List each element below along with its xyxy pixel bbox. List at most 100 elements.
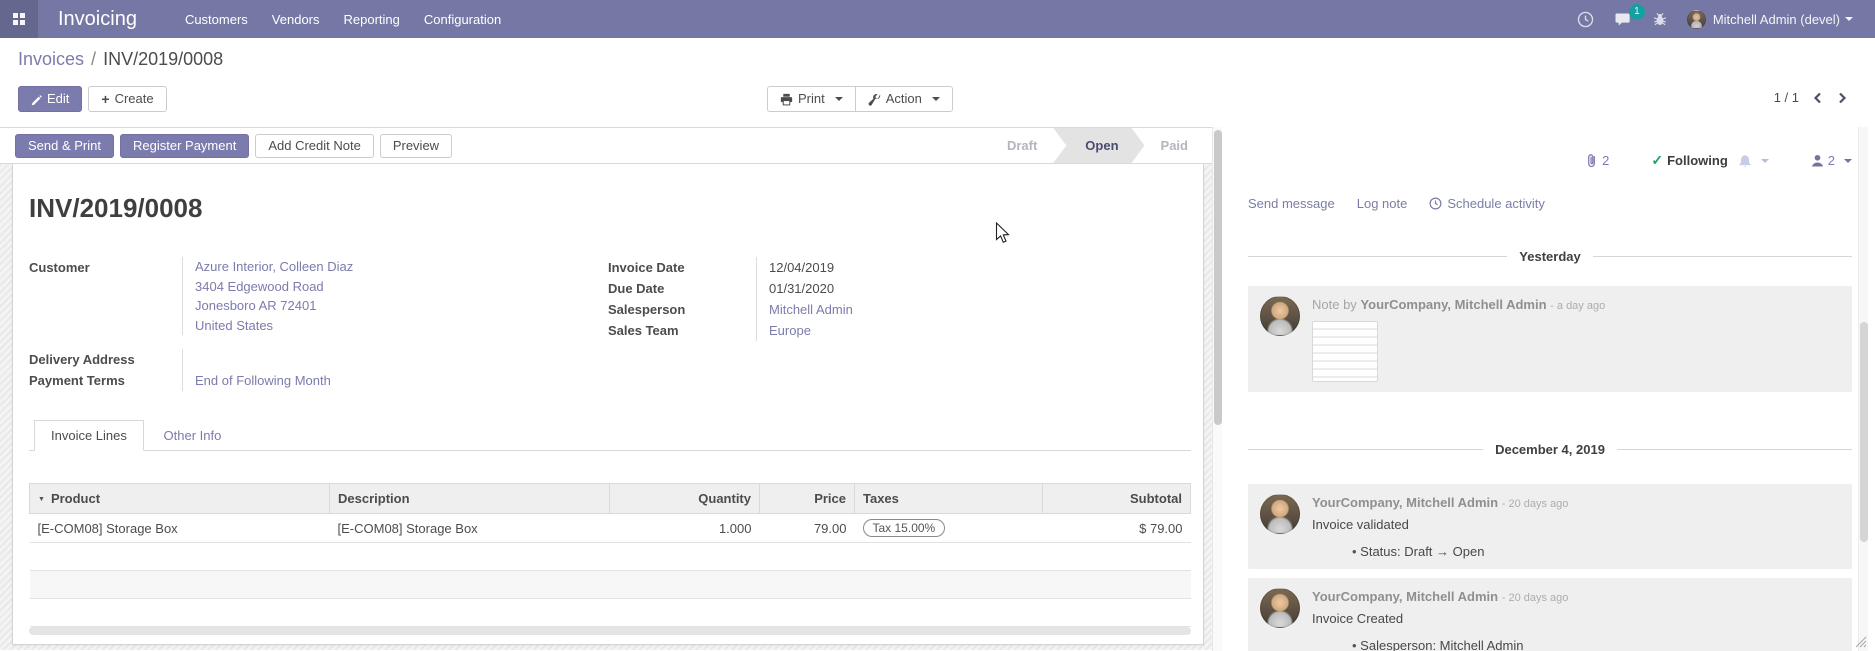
payment-terms-value[interactable]: End of Following Month [182,370,594,391]
chatter-actions: Send message Log note Schedule activity [1248,196,1852,211]
send-message-link[interactable]: Send message [1248,196,1335,211]
cell-quantity[interactable]: 1.000 [609,513,760,543]
print-action-group: Print Action [767,86,953,112]
tax-badge[interactable]: Tax 15.00% [862,519,946,537]
cell-taxes[interactable]: Tax 15.00% [854,513,1043,543]
menu-customers[interactable]: Customers [184,11,248,27]
chevron-down-icon [1844,158,1852,163]
tab-invoice-lines[interactable]: Invoice Lines [34,420,144,451]
debug-bug-icon[interactable] [1653,12,1667,26]
create-button[interactable]: + Create [88,86,167,112]
customer-country[interactable]: United States [195,317,274,333]
edit-button[interactable]: Edit [18,86,83,112]
followers-button[interactable]: 2 [1811,153,1852,168]
menu-configuration[interactable]: Configuration [423,11,502,27]
apps-menu-button[interactable] [0,0,38,38]
table-row[interactable]: [E-COM08] Storage Box [E-COM08] Storage … [29,513,1191,543]
status-draft[interactable]: Draft [1006,138,1038,153]
pager-next-icon[interactable] [1837,92,1847,104]
attachments-button[interactable]: 2 [1585,153,1609,168]
top-navbar: Invoicing Customers Vendors Reporting Co… [0,0,1875,38]
cell-subtotal[interactable]: $ 79.00 [1042,513,1191,543]
cell-description[interactable]: [E-COM08] Storage Box [329,513,610,543]
preview-button[interactable]: Preview [379,133,453,158]
apps-grid-icon [12,12,26,26]
menu-reporting[interactable]: Reporting [343,11,400,27]
pager: 1 / 1 [1774,90,1847,105]
register-payment-button[interactable]: Register Payment [120,133,250,158]
column-description[interactable]: Description [329,483,610,514]
field-due-date: Due Date 01/31/2020 [608,278,1191,299]
field-salesperson: Salesperson Mitchell Admin [608,299,1191,320]
customer-link[interactable]: Azure Interior, Colleen Diaz [195,259,354,274]
invoice-date-value[interactable]: 12/04/2019 [756,257,1191,278]
delivery-address-value[interactable] [182,349,594,370]
control-buttons: Edit + Create [18,86,1875,112]
action-button[interactable]: Action [854,86,953,112]
messages-icon[interactable]: 1 [1614,4,1645,27]
message-author[interactable]: YourCompany, Mitchell Admin [1312,589,1499,604]
app-title[interactable]: Invoicing [58,7,137,30]
chatter-vertical-scrollbar[interactable] [1858,127,1868,651]
attachments-count: 2 [1602,153,1610,168]
message-note: Note by YourCompany, Mitchell Admin - a … [1248,286,1852,392]
send-print-button[interactable]: Send & Print [15,133,114,158]
sales-team-value[interactable]: Europe [756,320,1191,341]
navbar-right: 1 Mitchell Admin (devel) [1577,4,1875,29]
log-note-link[interactable]: Log note [1356,196,1408,211]
field-groups: Customer Azure Interior, Colleen Diaz 34… [29,257,1191,391]
scrollbar-thumb[interactable] [1860,322,1868,542]
message-author[interactable]: YourCompany, Mitchell Admin [1360,297,1547,312]
print-button[interactable]: Print [767,86,855,112]
empty-row [29,598,1191,627]
schedule-activity-link[interactable]: Schedule activity [1429,196,1545,211]
menu-vendors[interactable]: Vendors [271,11,320,27]
column-quantity[interactable]: Quantity [609,483,760,514]
clock-icon [1429,197,1442,210]
user-menu[interactable]: Mitchell Admin (devel) [1686,9,1853,29]
pager-previous-icon[interactable] [1813,92,1823,104]
attachment-thumbnail[interactable] [1312,321,1378,382]
note-prefix: Note by [1312,297,1357,312]
salesperson-value[interactable]: Mitchell Admin [756,299,1191,320]
table-header-row: ▼ Product Description Quantity Price Taxe… [29,483,1191,514]
table-horizontal-scrollbar[interactable] [29,627,1191,635]
column-taxes[interactable]: Taxes [854,483,1043,514]
field-group-right: Invoice Date 12/04/2019 Due Date 01/31/2… [608,257,1191,391]
due-date-value[interactable]: 01/31/2020 [756,278,1191,299]
column-price[interactable]: Price [759,483,855,514]
scrollbar-thumb[interactable] [1214,130,1222,425]
customer-city[interactable]: Jonesboro AR 72401 [195,298,317,313]
column-product[interactable]: ▼ Product [29,483,330,514]
activities-clock-icon[interactable] [1577,11,1594,28]
message-invoice-validated: YourCompany, Mitchell Admin - 20 days ag… [1248,484,1852,569]
notification-bell-button[interactable] [1738,154,1769,168]
field-invoice-date: Invoice Date 12/04/2019 [608,257,1191,278]
mouse-cursor [995,222,1010,244]
avatar[interactable] [1260,494,1300,534]
control-panel: Invoices / INV/2019/0008 Edit + Create Pri… [0,38,1875,127]
cell-product[interactable]: [E-COM08] Storage Box [29,513,330,543]
following-button[interactable]: ✓ Following [1651,152,1728,168]
resize-grip-icon[interactable] [1853,634,1867,648]
form-vertical-scrollbar[interactable] [1212,127,1222,651]
message-invoice-created: YourCompany, Mitchell Admin - 20 days ag… [1248,578,1852,651]
messages-count-badge: 1 [1628,4,1645,20]
status-paid[interactable]: Paid [1160,138,1188,153]
customer-street[interactable]: 3404 Edgewood Road [195,278,324,294]
status-open[interactable]: Open [1053,128,1144,163]
message-body: Invoice validated [1312,517,1409,532]
empty-row [29,570,1191,599]
breadcrumb-invoices[interactable]: Invoices [18,49,85,69]
cell-price[interactable]: 79.00 [759,513,855,543]
tab-other-info[interactable]: Other Info [163,428,222,443]
pager-value: 1 / 1 [1773,90,1799,105]
person-icon [1811,154,1824,167]
column-subtotal[interactable]: Subtotal [1042,483,1191,514]
printer-icon [780,93,793,106]
add-credit-note-button[interactable]: Add Credit Note [255,133,374,158]
message-time: - 20 days ago [1501,498,1569,510]
message-author[interactable]: YourCompany, Mitchell Admin [1312,495,1499,510]
avatar[interactable] [1260,296,1300,336]
avatar[interactable] [1260,588,1300,628]
